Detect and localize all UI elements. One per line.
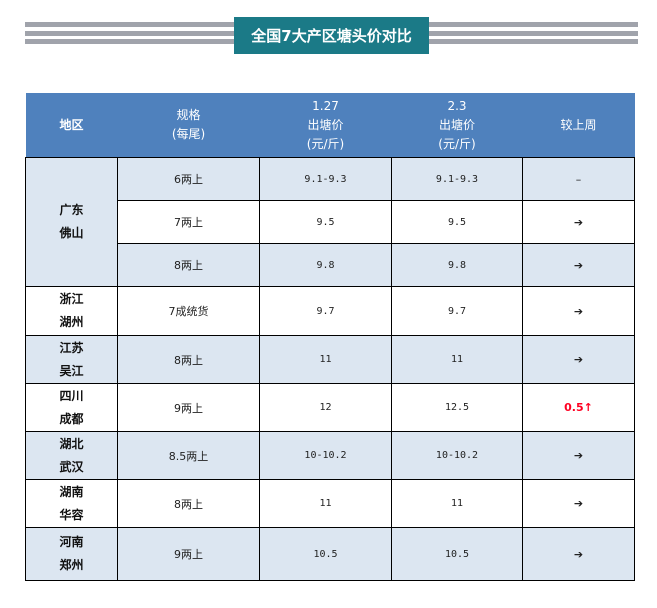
change-cell: ➔	[522, 286, 635, 336]
table-header: 地区 规格 (每尾) 1.27 出塘价 (元/斤) 2.3 出塘价 (元/斤) 较上周	[25, 93, 635, 158]
region-cell: 湖北 武汉	[25, 431, 118, 480]
price-date1: 9.5	[259, 200, 392, 244]
price-date2: 9.8	[391, 243, 523, 287]
table-row: 湖南 华容 8两上 11 11 ➔	[25, 479, 635, 528]
price-date2: 11	[391, 479, 523, 528]
table-row: 8两上 9.8 9.8 ➔	[26, 243, 635, 287]
region-province: 河南	[59, 535, 84, 549]
spec-cell: 8两上	[117, 479, 260, 528]
spec-cell: 9两上	[117, 527, 260, 581]
header-date1-l3: (元/斤)	[306, 136, 345, 151]
header-spec-l1: 规格	[176, 108, 201, 122]
table-row: 四川 成都 9两上 12 12.5 0.5↑	[25, 383, 635, 432]
region-city: 武汉	[59, 459, 84, 474]
spec-cell: 8两上	[117, 335, 260, 384]
header-change: 较上周	[522, 93, 635, 158]
price-date2: 11	[391, 335, 523, 384]
region-province: 浙江	[59, 292, 84, 306]
change-cell: ➔	[522, 527, 635, 581]
spec-cell: 8.5两上	[117, 431, 260, 480]
region-province: 湖北	[59, 436, 84, 451]
header-date1-l2: 出塘价	[307, 117, 344, 132]
price-date2: 10-10.2	[391, 431, 523, 480]
header-date1: 1.27 出塘价 (元/斤)	[259, 93, 392, 158]
price-date1: 10.5	[259, 527, 392, 581]
header-date1-l1: 1.27	[312, 98, 339, 113]
region-cell: 江苏 吴江	[25, 335, 118, 384]
change-cell: –	[522, 157, 635, 201]
header-spec: 规格 (每尾)	[117, 93, 260, 158]
region-cell: 广东 佛山	[25, 157, 118, 287]
price-date1: 11	[259, 479, 392, 528]
price-date2: 9.7	[391, 286, 523, 336]
region-cell: 河南 郑州	[25, 527, 118, 581]
region-province: 四川	[59, 388, 84, 403]
table-row: 江苏 吴江 8两上 11 11 ➔	[25, 335, 635, 384]
spec-cell: 9两上	[117, 383, 260, 432]
change-cell: ➔	[522, 200, 635, 244]
region-province: 广东	[59, 203, 84, 217]
header-region: 地区	[25, 93, 118, 158]
region-city: 佛山	[59, 226, 84, 240]
spec-cell: 8两上	[117, 243, 260, 287]
price-date2: 12.5	[391, 383, 523, 432]
price-date2: 9.5	[391, 200, 523, 244]
table-row: 广东佛山 6两上 9.1-9.3 9.1-9.3 –	[25, 157, 635, 287]
header-date2-l2: 出塘价	[438, 117, 475, 132]
price-date1: 9.1-9.3	[259, 157, 392, 201]
region-city: 郑州	[59, 558, 84, 572]
region-city: 成都	[59, 411, 84, 426]
region-cell: 浙江 湖州	[25, 286, 118, 336]
price-date1: 12	[259, 383, 392, 432]
price-date2: 10.5	[391, 527, 523, 581]
price-date1: 9.8	[259, 243, 392, 287]
spec-cell: 7两上	[117, 200, 260, 244]
price-date2: 9.1-9.3	[391, 157, 523, 201]
region-province: 江苏	[59, 340, 84, 355]
spec-cell: 7成统货	[117, 286, 260, 336]
region-province: 湖南	[59, 484, 84, 499]
change-cell: ➔	[522, 479, 635, 528]
region-city: 湖州	[59, 315, 84, 329]
header-date2: 2.3 出塘价 (元/斤)	[391, 93, 523, 158]
change-cell: ➔	[522, 431, 635, 480]
header-spec-l2: (每尾)	[171, 127, 206, 141]
region-city: 吴江	[59, 363, 84, 378]
change-cell: ➔	[522, 243, 635, 287]
price-table: 地区 规格 (每尾) 1.27 出塘价 (元/斤) 2.3 出塘价 (元/斤) 较上周 广…	[25, 93, 635, 581]
table-row: 浙江 湖州 7成统货 9.7 9.7 ➔	[25, 286, 635, 336]
price-date1: 9.7	[259, 286, 392, 336]
change-cell: 0.5↑	[522, 383, 635, 432]
header-date2-l3: (元/斤)	[438, 136, 476, 151]
header-date2-l1: 2.3	[447, 98, 467, 113]
table-row: 7两上 9.5 9.5 ➔	[26, 200, 635, 244]
region-city: 华容	[59, 507, 84, 522]
change-cell: ➔	[522, 335, 635, 384]
table-row: 河南 郑州 9两上 10.5 10.5 ➔	[25, 527, 635, 581]
price-date1: 11	[259, 335, 392, 384]
page-title: 全国7大产区塘头价对比	[234, 17, 429, 54]
spec-cell: 6两上	[117, 157, 260, 201]
region-cell: 湖南 华容	[25, 479, 118, 528]
region-cell: 四川 成都	[25, 383, 118, 432]
table-row: 湖北 武汉 8.5两上 10-10.2 10-10.2 ➔	[25, 431, 635, 480]
price-date1: 10-10.2	[259, 431, 392, 480]
